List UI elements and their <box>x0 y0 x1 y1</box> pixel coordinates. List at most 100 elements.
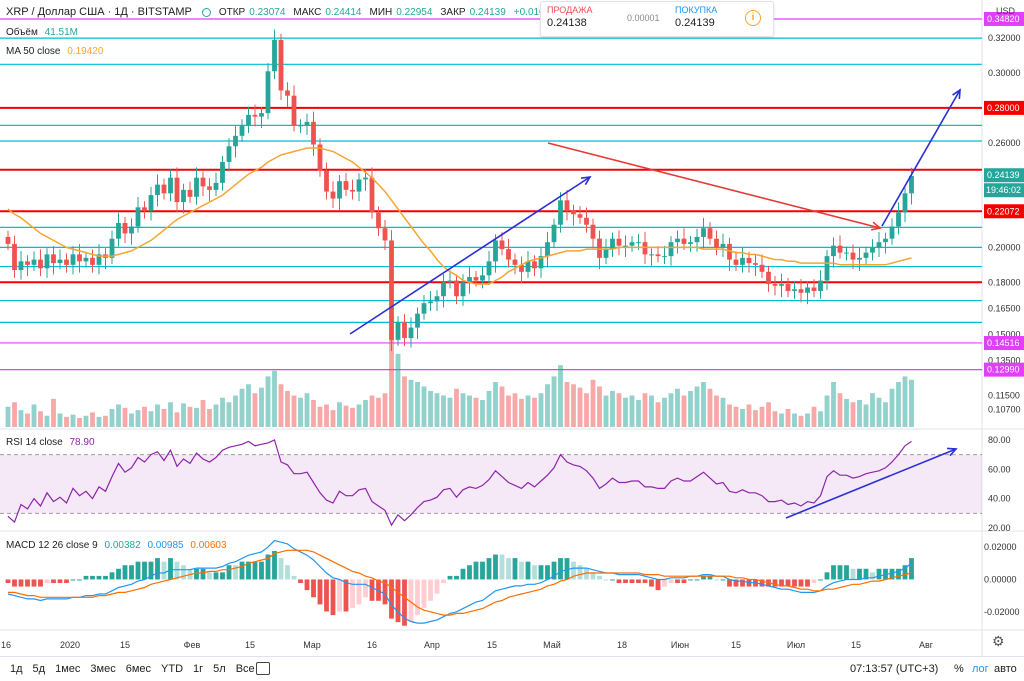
macd-histogram-bar <box>551 561 557 580</box>
range-1d[interactable]: 1д <box>10 663 23 675</box>
volume-bar <box>688 391 693 427</box>
volume-bar <box>473 397 479 427</box>
range-1m[interactable]: 1мес <box>55 663 81 675</box>
trade-widget: ПРОДАЖА 0.24138 0.00001 ПОКУПКА 0.24139 … <box>540 1 774 37</box>
candle-body <box>519 264 524 272</box>
candle-body <box>811 287 817 291</box>
candle-body <box>896 212 901 227</box>
macd-histogram-bar <box>31 579 37 587</box>
symbol-title[interactable]: XRP / Доллар США · 1Д · BITSTAMP <box>6 6 192 18</box>
macd-histogram-bar <box>174 561 180 580</box>
candle-body <box>753 263 758 265</box>
candle-body <box>460 282 466 297</box>
buy-label: ПОКУПКА <box>675 5 718 15</box>
volume-bar <box>187 406 193 427</box>
ohlc-close-label: ЗАКР <box>440 6 466 18</box>
volume-bar <box>265 376 271 427</box>
macd-histogram-bar <box>681 579 687 584</box>
volume-bar <box>57 413 63 427</box>
range-5y[interactable]: 5л <box>213 663 226 675</box>
candle-body <box>408 327 414 339</box>
volume-bar <box>278 384 284 427</box>
calendar-range-icon[interactable] <box>256 662 270 675</box>
time-tick-label: 15 <box>120 640 130 650</box>
macd-histogram-bar <box>155 558 160 580</box>
volume-bar <box>785 409 791 427</box>
candle-body <box>272 39 277 72</box>
trend-arrow-down-head <box>871 221 882 231</box>
volume-bar <box>272 370 277 427</box>
percent-toggle[interactable]: % <box>954 663 964 675</box>
macd-histogram-bar <box>889 568 895 580</box>
level-price-label: 0.34820 <box>987 14 1020 24</box>
macd-histogram-bar <box>785 579 791 587</box>
candle-body <box>655 254 661 257</box>
candle-body <box>187 189 193 197</box>
log-toggle[interactable]: лог <box>972 663 989 675</box>
macd-legend[interactable]: MACD 12 26 close 9 0.00382 0.00985 0.006… <box>6 540 227 551</box>
macd-histogram-bar <box>135 561 141 580</box>
candle-body <box>246 114 251 126</box>
range-5d[interactable]: 5д <box>32 663 46 675</box>
volume-bar <box>668 393 674 427</box>
candle-body <box>129 226 134 234</box>
volume-bar <box>616 393 622 427</box>
volume-bar <box>441 395 446 427</box>
volume-bar <box>51 398 56 427</box>
volume-bar <box>44 415 50 427</box>
macd-histogram-bar <box>831 565 836 580</box>
time-tick-label: 18 <box>617 640 627 650</box>
macd-histogram-bar <box>369 579 375 601</box>
volume-bar <box>545 384 550 427</box>
volume-bar <box>629 395 635 427</box>
buy-button[interactable]: ПОКУПКА 0.24139 <box>675 5 741 29</box>
candle-body <box>291 95 297 126</box>
candle-body <box>506 249 511 260</box>
range-all[interactable]: Все <box>235 663 255 675</box>
macd-histogram-bar <box>460 568 466 580</box>
macd-histogram-bar <box>740 579 745 587</box>
candle-body <box>636 242 641 244</box>
volume-bar <box>12 402 17 427</box>
macd-histogram-bar <box>434 579 440 594</box>
trend-arrow-down <box>547 142 881 229</box>
candle-body <box>207 186 212 190</box>
currency-label[interactable]: USD <box>996 6 1016 16</box>
macd-histogram-bar <box>512 558 518 580</box>
candle-body <box>447 280 453 283</box>
volume-bar <box>759 406 765 427</box>
candle-body <box>603 249 609 258</box>
macd-histogram-bar <box>51 579 56 584</box>
info-icon[interactable]: i <box>745 10 761 26</box>
range-1y[interactable]: 1г <box>193 663 204 675</box>
range-6m[interactable]: 6мес <box>125 663 152 675</box>
macd-histogram-bar <box>194 568 199 580</box>
candle-body <box>824 256 830 281</box>
clock[interactable]: 07:13:57 (UTC+3) <box>850 663 939 675</box>
sell-button[interactable]: ПРОДАЖА 0.24138 <box>547 5 619 29</box>
macd-histogram-bar <box>584 568 589 580</box>
rsi-legend[interactable]: RSI 14 close 78.90 <box>6 437 95 448</box>
macd-histogram-bar <box>896 568 901 580</box>
volume-bar <box>798 415 804 427</box>
candle-body <box>720 243 726 248</box>
candle-body <box>649 254 654 256</box>
gear-icon[interactable]: ⚙ <box>992 633 1005 649</box>
auto-toggle[interactable]: авто <box>994 663 1017 675</box>
candle-body <box>467 277 472 283</box>
volume-bar <box>558 365 563 427</box>
volume-legend[interactable]: Объём 41.51M <box>6 27 78 38</box>
candle-body <box>135 207 141 227</box>
candle-body <box>278 39 284 91</box>
ma-legend[interactable]: MA 50 close 0.19420 <box>6 46 103 57</box>
range-ytd[interactable]: YTD <box>161 663 184 675</box>
volume-bar <box>519 398 524 427</box>
macd-histogram-bar <box>103 575 108 580</box>
price-tick-label: 0.30000 <box>988 68 1021 78</box>
range-3m[interactable]: 3мес <box>90 663 116 675</box>
macd-histogram-bar <box>837 565 843 580</box>
macd-histogram-bar <box>506 558 511 580</box>
volume-bar <box>363 400 368 427</box>
